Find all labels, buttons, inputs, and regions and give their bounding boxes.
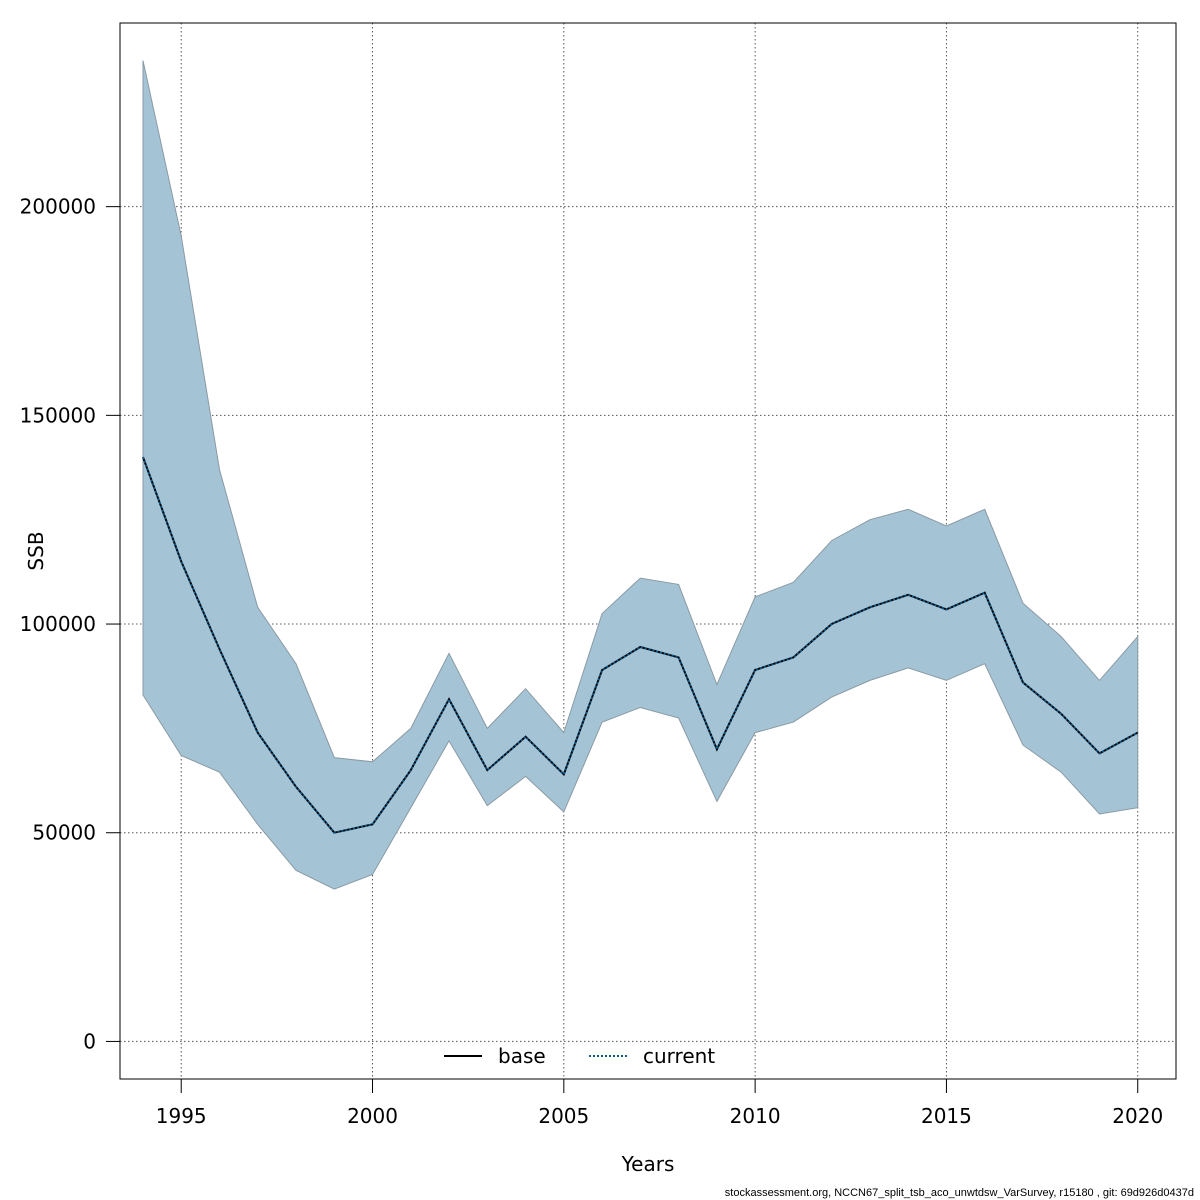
footer-credit: stockassessment.org, NCCN67_split_tsb_ac…: [724, 1187, 1194, 1199]
y-tick-label: 150000: [20, 403, 96, 427]
legend: base current: [444, 1044, 715, 1068]
y-tick-label: 0: [83, 1029, 96, 1053]
y-axis-title: SSB: [24, 531, 48, 570]
x-tick-label: 1995: [156, 1104, 207, 1128]
x-tick-label: 2010: [730, 1104, 781, 1128]
y-tick-label: 100000: [20, 612, 96, 636]
legend-label-base: base: [498, 1044, 546, 1068]
y-axis: 0 50000 100000 150000 200000: [20, 195, 121, 1053]
x-axis-title: Years: [621, 1152, 675, 1176]
grid-lines: [120, 23, 1176, 1079]
legend-label-current: current: [643, 1044, 715, 1068]
x-tick-label: 2005: [538, 1104, 589, 1128]
y-tick-label: 50000: [32, 821, 96, 845]
x-tick-label: 2015: [921, 1104, 972, 1128]
y-tick-label: 200000: [20, 195, 96, 219]
plot-frame: [119, 22, 1177, 1080]
confidence-band: [142, 60, 1139, 890]
x-tick-label: 2000: [347, 1104, 398, 1128]
x-axis: 1995 2000 2005 2010 2015 2020: [156, 1078, 1163, 1128]
x-tick-label: 2020: [1112, 1104, 1163, 1128]
series-line-current: [142, 456, 1139, 834]
